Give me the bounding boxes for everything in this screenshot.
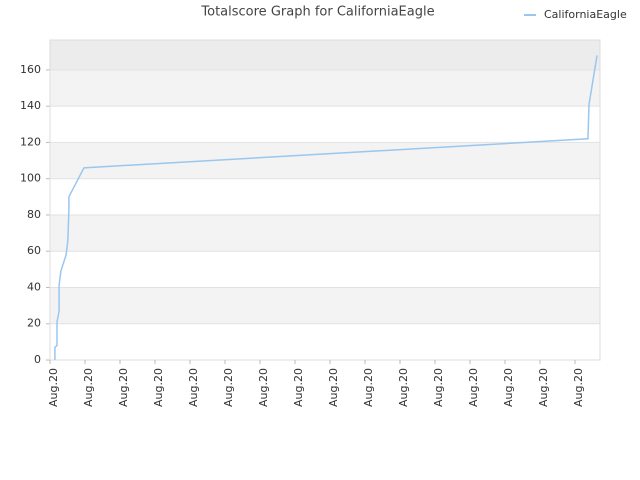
x-tick-label: Aug.20 [432, 368, 445, 407]
y-tick-label: 40 [27, 280, 41, 293]
y-tick-label: 160 [20, 63, 41, 76]
x-tick-label: Aug.20 [47, 368, 60, 407]
y-tick-label: 120 [20, 135, 41, 148]
plot-band [50, 214, 600, 252]
x-tick-label: Aug.20 [187, 368, 200, 407]
x-tick-label: Aug.20 [572, 368, 585, 407]
x-tick-label: Aug.20 [467, 368, 480, 407]
x-tick-label: Aug.20 [117, 368, 130, 407]
plot-band [50, 40, 600, 70]
plot-band [50, 323, 600, 360]
y-tick-label: 0 [34, 353, 41, 366]
x-tick-label: Aug.20 [397, 368, 410, 407]
x-tick-label: Aug.20 [222, 368, 235, 407]
y-tick-label: 60 [27, 244, 41, 257]
x-tick-label: Aug.20 [152, 368, 165, 407]
plot-band [50, 251, 600, 288]
plot-band [50, 287, 600, 324]
plot-band [50, 69, 600, 107]
x-tick-label: Aug.20 [82, 368, 95, 407]
legend-label: CaliforniaEagle [544, 8, 627, 21]
plot-band [50, 142, 600, 179]
x-tick-label: Aug.20 [257, 368, 270, 407]
plot-border [49, 39, 601, 361]
plot-band [50, 178, 600, 215]
y-tick-label: 80 [27, 208, 41, 221]
x-tick-label: Aug.20 [362, 368, 375, 407]
plot-band [50, 106, 600, 143]
y-tick-label: 140 [20, 99, 41, 112]
y-tick-label: 100 [20, 172, 41, 185]
x-tick-label: Aug.20 [327, 368, 340, 407]
y-tick-label: 20 [27, 317, 41, 330]
chart-title: Totalscore Graph for CaliforniaEagle [200, 5, 434, 20]
series-line [54, 55, 598, 360]
x-tick-label: Aug.20 [537, 368, 550, 407]
x-tick-label: Aug.20 [502, 368, 515, 407]
x-tick-label: Aug.20 [292, 368, 305, 407]
